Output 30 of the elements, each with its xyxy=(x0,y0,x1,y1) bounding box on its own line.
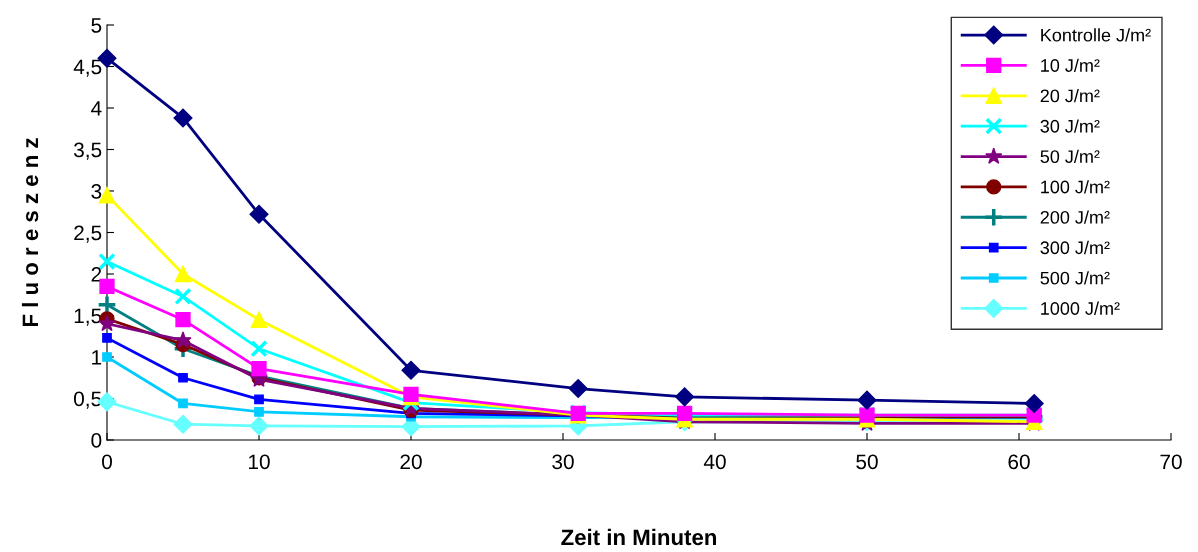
y-tick-label: 3 xyxy=(91,184,102,199)
legend-label: Kontrolle J/m² xyxy=(1041,28,1151,42)
legend-label: 50 J/m² xyxy=(1040,149,1100,164)
x-axis-title: Zeit in Minuten xyxy=(561,528,717,546)
y-tick-label: 0 xyxy=(91,433,102,448)
y-tick-label: 2,5 xyxy=(74,225,102,243)
y-tick-label: 3,5 xyxy=(73,142,102,160)
x-tick-label: 60 xyxy=(1008,454,1030,470)
x-tick-label: 50 xyxy=(856,454,878,470)
legend-label: 30 J/m² xyxy=(1040,119,1100,133)
legend-label: 100 J/m² xyxy=(1041,180,1110,194)
legend-label: 300 J/m² xyxy=(1040,240,1110,255)
x-tick-label: 70 xyxy=(1160,454,1182,470)
legend-label: 200 J/m² xyxy=(1040,210,1110,224)
x-tick-label: 40 xyxy=(703,454,726,470)
x-tick-label: 0 xyxy=(102,454,112,470)
legend-label: 500 J/m² xyxy=(1040,271,1110,285)
x-tick-label: 20 xyxy=(400,454,422,470)
legend-label: 1000 J/m² xyxy=(1041,301,1120,315)
legend-label: 20 J/m² xyxy=(1040,89,1100,103)
y-tick-label: 1 xyxy=(92,350,102,365)
y-tick-label: 2 xyxy=(91,267,102,282)
y-tick-label: 1,5 xyxy=(74,308,102,326)
legend-label: 10 J/m² xyxy=(1041,58,1100,72)
y-tick-label: 4,5 xyxy=(73,59,102,77)
x-tick-label: 10 xyxy=(249,454,270,470)
x-tick-label: 30 xyxy=(552,454,574,470)
y-axis-title: F l u o r e s z e n z xyxy=(21,138,39,327)
y-tick-label: 5 xyxy=(91,18,102,33)
y-tick-label: 4 xyxy=(91,101,102,116)
